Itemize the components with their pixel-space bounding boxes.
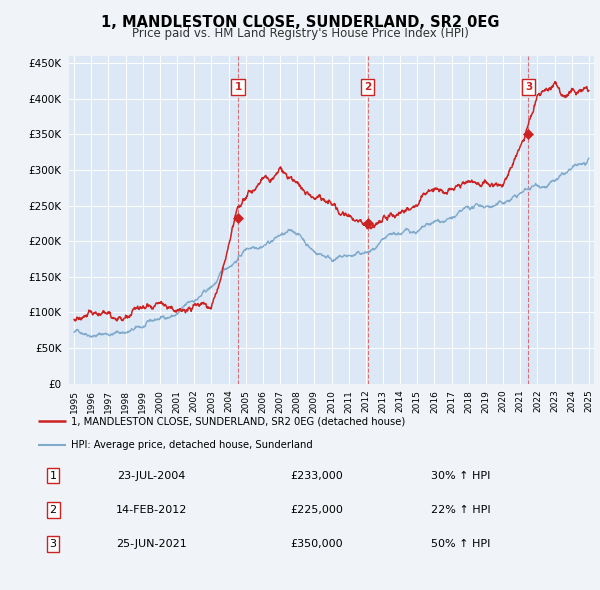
Text: £350,000: £350,000 (291, 539, 343, 549)
Text: 30% ↑ HPI: 30% ↑ HPI (431, 471, 490, 480)
Text: 3: 3 (50, 539, 56, 549)
Text: £225,000: £225,000 (290, 505, 343, 514)
Text: 25-JUN-2021: 25-JUN-2021 (116, 539, 187, 549)
Text: 1, MANDLESTON CLOSE, SUNDERLAND, SR2 0EG: 1, MANDLESTON CLOSE, SUNDERLAND, SR2 0EG (101, 15, 499, 30)
Text: 14-FEB-2012: 14-FEB-2012 (116, 505, 187, 514)
Text: 3: 3 (525, 82, 532, 92)
Text: 1, MANDLESTON CLOSE, SUNDERLAND, SR2 0EG (detached house): 1, MANDLESTON CLOSE, SUNDERLAND, SR2 0EG… (71, 416, 406, 426)
Text: 50% ↑ HPI: 50% ↑ HPI (431, 539, 490, 549)
Text: 22% ↑ HPI: 22% ↑ HPI (431, 505, 490, 514)
Text: £233,000: £233,000 (290, 471, 343, 480)
Text: 2: 2 (364, 82, 371, 92)
Text: Price paid vs. HM Land Registry's House Price Index (HPI): Price paid vs. HM Land Registry's House … (131, 27, 469, 40)
Text: 2: 2 (50, 505, 57, 514)
Text: 1: 1 (50, 471, 56, 480)
Text: HPI: Average price, detached house, Sunderland: HPI: Average price, detached house, Sund… (71, 440, 313, 450)
Text: 23-JUL-2004: 23-JUL-2004 (117, 471, 185, 480)
Text: 1: 1 (235, 82, 242, 92)
